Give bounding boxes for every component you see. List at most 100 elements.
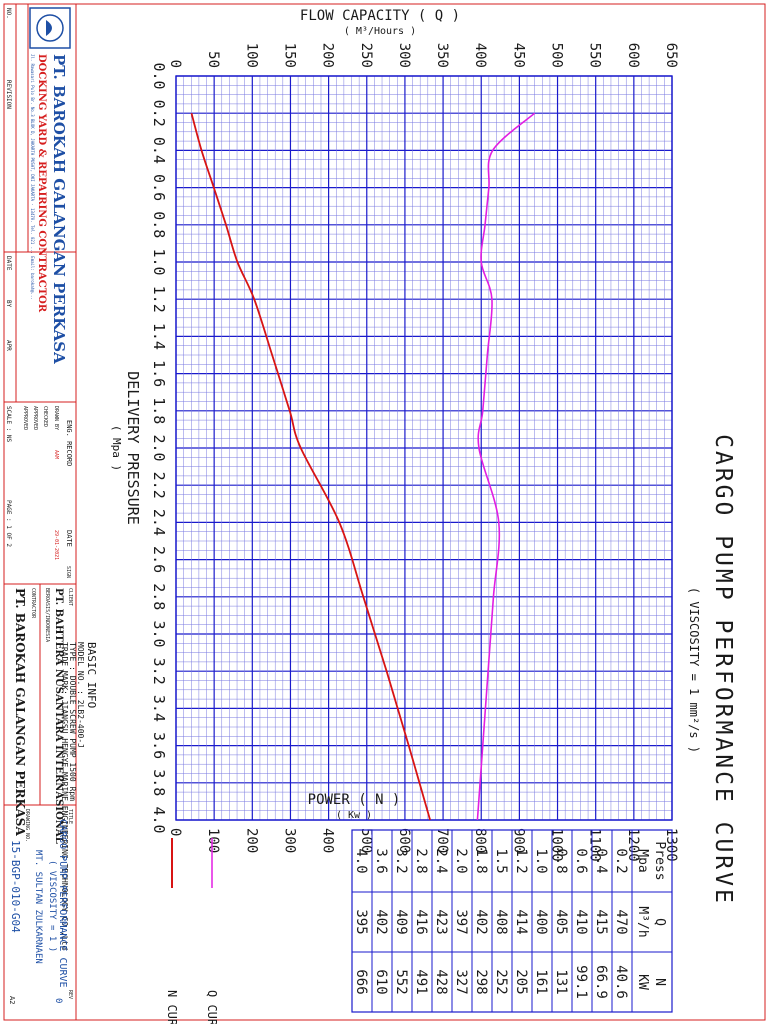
left-axis-title: FLOW CAPACITY ( Q ) bbox=[300, 8, 460, 24]
table-cell: 252 bbox=[493, 969, 509, 994]
table-cell: 402 bbox=[473, 909, 489, 934]
company-address: Jl. Rawasari Pulo Br. No.3 BLOK D, JAKAR… bbox=[30, 54, 35, 300]
right-y-tick-label: 500 bbox=[358, 828, 374, 853]
table-cell: 0.4 bbox=[593, 848, 609, 873]
table-cell: 1.2 bbox=[513, 848, 529, 873]
x-axis-unit: ( Mpa ) bbox=[110, 425, 123, 471]
rev-col-no: NO. bbox=[5, 8, 12, 19]
table-cell: 1.8 bbox=[473, 848, 489, 873]
basic-info-heading: BASIC INFO bbox=[85, 642, 98, 708]
left-y-tick-label: 300 bbox=[396, 43, 412, 68]
table-cell: 423 bbox=[433, 909, 449, 934]
rev-col-apr: APR bbox=[5, 340, 12, 351]
x-tick-label: 1.4 bbox=[150, 323, 168, 350]
legend-n-label: N CURVE bbox=[165, 990, 179, 1024]
right-y-tick-label: 800 bbox=[472, 828, 488, 853]
left-y-tick-label: 100 bbox=[243, 43, 259, 68]
table-header-cell: N bbox=[652, 978, 667, 986]
x-tick-label: 0.8 bbox=[150, 211, 168, 238]
contractor-label: CONTRACTOR bbox=[30, 588, 36, 619]
drawn-by-label: DRAWN BY bbox=[53, 406, 59, 430]
chart-title: CARGO PUMP PERFORMANCE CURVE bbox=[710, 434, 736, 906]
basic-info-trademark: TRADE MARK: JIANGSU HENGYE MARINE ENGINE… bbox=[60, 642, 69, 950]
basic-info-type: TYPE : DOUBLE SCREW PUMP 1500 Rpm bbox=[68, 642, 77, 801]
client-subtitle: BEROASIS/INDONESIA bbox=[44, 588, 50, 642]
table-cell: 0.6 bbox=[573, 848, 589, 873]
x-axis-title: DELIVERY PRESSURE bbox=[124, 371, 142, 525]
table-cell: 409 bbox=[393, 909, 409, 934]
right-y-tick-label: 100 bbox=[205, 828, 221, 853]
vessel-name: MT. SULTAN ZULKARNAEN bbox=[33, 850, 43, 964]
eng-sign-label: SIGN bbox=[65, 566, 71, 578]
table-cell: 491 bbox=[413, 969, 429, 994]
right-axis-unit: ( Kw ) bbox=[336, 810, 372, 821]
table-header-cell: Q bbox=[652, 918, 667, 926]
drawing-no-value: 15-BGP-010-G04 bbox=[9, 840, 22, 933]
right-y-tick-label: 900 bbox=[510, 828, 526, 853]
x-tick-label: 0.4 bbox=[150, 137, 168, 164]
title-label: TITLE bbox=[67, 809, 73, 824]
x-tick-label: 3.8 bbox=[150, 769, 168, 796]
left-y-tick-label: 600 bbox=[625, 43, 641, 68]
left-y-tick-label: 50 bbox=[205, 51, 221, 68]
eng-date-label: DATE bbox=[65, 530, 73, 547]
x-tick-label: 2.6 bbox=[150, 546, 168, 573]
approved-label: APPROVED bbox=[32, 406, 38, 430]
q-curve-line bbox=[476, 112, 536, 821]
right-y-tick-label: 1100 bbox=[587, 828, 603, 862]
x-tick-label: 0.6 bbox=[150, 174, 168, 201]
right-axis-title: POWER ( N ) bbox=[308, 792, 401, 808]
rev-value: 0 bbox=[53, 998, 63, 1003]
table-cell: 416 bbox=[413, 909, 429, 934]
right-y-tick-label: 200 bbox=[243, 828, 259, 853]
left-y-tick-label: 550 bbox=[587, 43, 603, 68]
table-cell: 0.2 bbox=[613, 848, 629, 873]
table-cell: 402 bbox=[373, 909, 389, 934]
x-tick-label: 1.2 bbox=[150, 286, 168, 313]
drawn-date-value: 29-01-2021 bbox=[53, 530, 59, 560]
axis-ticks: 0.0 0.2 0.4 0.6 0.8 1.0 1.2 1.4 1.6 1.8 2.0 2.2 2.4 2… bbox=[150, 43, 679, 862]
table-cell: 397 bbox=[453, 909, 469, 934]
table-cell: 4.0 bbox=[353, 848, 369, 873]
right-axis-unit-group: ( Kw ) bbox=[336, 810, 372, 821]
left-y-tick-label: 350 bbox=[434, 43, 450, 68]
x-tick-label: 3.2 bbox=[150, 658, 168, 685]
client-name: PT. BAHTERA NUSANTARA INTERNASIONAL bbox=[53, 588, 64, 844]
table-cell: 66.9 bbox=[593, 965, 609, 999]
table-cell: 161 bbox=[533, 969, 549, 994]
table-cell: 395 bbox=[353, 909, 369, 934]
table-cell: 0.8 bbox=[553, 848, 569, 873]
table-cell: 552 bbox=[393, 969, 409, 994]
table-cell: 400 bbox=[533, 909, 549, 934]
drawing-title-line1: CARGO PUMP PERFORMANCE CURVE bbox=[57, 819, 68, 988]
table-cell: 2.8 bbox=[413, 848, 429, 873]
table-cell: 3.2 bbox=[393, 848, 409, 873]
left-y-tick-label: 650 bbox=[663, 43, 679, 68]
table-cell: 3.6 bbox=[373, 848, 389, 873]
table-header-cell-unit: KW bbox=[635, 974, 650, 990]
table-cell: 428 bbox=[433, 969, 449, 994]
left-axis-unit: ( M³/Hours ) bbox=[344, 26, 416, 37]
right-y-tick-label: 300 bbox=[281, 828, 297, 853]
rev-col-revision: REVISION bbox=[5, 80, 12, 109]
table-cell: 410 bbox=[573, 909, 589, 934]
table-cell: 298 bbox=[473, 969, 489, 994]
x-tick-label: 0.0 bbox=[150, 62, 168, 89]
right-y-tick-label: 600 bbox=[396, 828, 412, 853]
client-label: CLIENT bbox=[67, 588, 73, 606]
approved2-label: APPROVED bbox=[22, 406, 28, 430]
left-axis-title-group: FLOW CAPACITY ( Q ) bbox=[300, 8, 460, 24]
eng-record-label: ENG. RECORD bbox=[65, 420, 73, 466]
x-tick-label: 1.8 bbox=[150, 397, 168, 424]
left-y-tick-label: 250 bbox=[358, 43, 374, 68]
rev-col-date: DATE bbox=[5, 256, 12, 271]
right-y-tick-label: 1300 bbox=[663, 828, 679, 862]
title-block: PT. BAROKAH GALANGAN PERKASA DOCKING YAR… bbox=[4, 4, 76, 1004]
left-y-tick-label: 200 bbox=[320, 43, 336, 68]
left-y-tick-label: 0 bbox=[167, 60, 183, 68]
table-cell: 40.6 bbox=[613, 965, 629, 999]
x-tick-label: 3.4 bbox=[150, 695, 168, 722]
right-y-tick-label: 1000 bbox=[549, 828, 565, 862]
